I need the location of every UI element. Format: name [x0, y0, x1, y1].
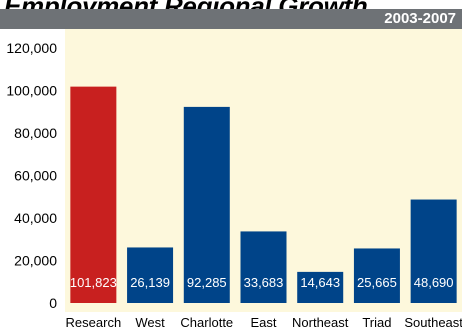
x-tick-label: Charlotte	[180, 315, 233, 330]
y-tick-label: 40,000	[14, 210, 57, 226]
bar-value-label: 25,665	[357, 275, 397, 290]
bar-value-label: 14,643	[300, 275, 340, 290]
x-tick-label: Research	[66, 315, 122, 330]
y-tick-label: 80,000	[14, 125, 57, 141]
x-axis-ticks: Research West Charlotte East Northeast Triad S…	[66, 315, 462, 330]
bar-value-label: 101,823	[70, 275, 117, 290]
bar-west	[127, 247, 174, 303]
header-bar: 2003-2007	[0, 9, 462, 29]
y-tick-label: 20,000	[14, 253, 57, 269]
x-tick-label: Triad	[362, 315, 391, 330]
bar-value-label: 48,690	[414, 275, 454, 290]
x-tick-label: Southeast	[404, 315, 462, 330]
bar-value-label: 92,285	[187, 275, 227, 290]
bar-charlotte	[183, 106, 230, 303]
bar-east	[240, 231, 287, 303]
y-tick-label: 100,000	[6, 83, 57, 99]
y-tick-label: 120,000	[6, 40, 57, 56]
x-tick-label: Northeast	[292, 315, 349, 330]
bar-southeast	[410, 199, 457, 303]
bar-value-labels: 101,823 26,139 92,285 33,683 14,643 25,665 48,…	[70, 275, 454, 290]
x-tick-label: West	[135, 315, 165, 330]
y-tick-label: 60,000	[14, 168, 57, 184]
x-tick-label: East	[250, 315, 276, 330]
bar-value-label: 33,683	[244, 275, 284, 290]
period-label: 2003-2007	[384, 10, 456, 27]
y-tick-label: 0	[49, 295, 57, 311]
y-axis-ticks: 0 20,000 40,000 60,000 80,000 100,000 120,000	[6, 40, 57, 311]
bar-triad	[353, 248, 400, 303]
bar-northeast	[297, 271, 344, 303]
bar-value-label: 26,139	[130, 275, 170, 290]
bar-research	[70, 86, 117, 303]
bars	[70, 86, 457, 303]
